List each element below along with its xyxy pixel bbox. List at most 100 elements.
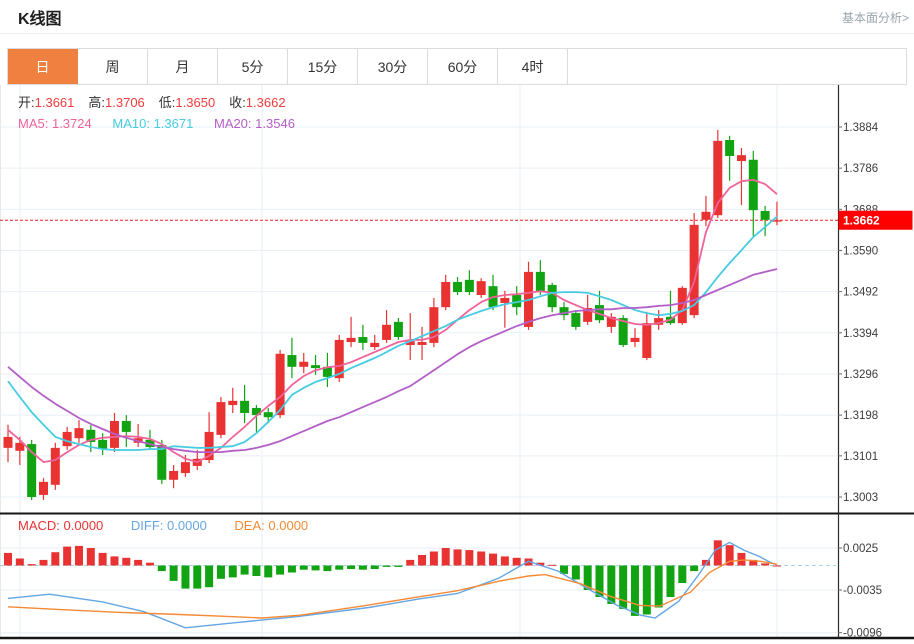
tab-week[interactable]: 周 (78, 49, 148, 84)
macd-bar (429, 551, 438, 566)
candle-body (121, 420, 131, 432)
low-label: 低: (158, 95, 176, 110)
dea-label-value: DEA: 0.0000 (234, 518, 309, 533)
candle-body (228, 400, 238, 406)
diff-label-value: DIFF: 0.0000 (130, 518, 207, 533)
macd-bar (287, 565, 296, 573)
candle-body (476, 281, 486, 295)
macd-bar (347, 565, 356, 569)
ma5-line (7, 178, 778, 464)
macd-bar (536, 562, 545, 566)
price-tick-label: 1.3590 (843, 245, 878, 257)
candle-body (441, 281, 451, 308)
ma5-label-value: MA5: 1.3724 (18, 116, 92, 131)
candle-body (74, 428, 84, 439)
dea-line (7, 559, 778, 619)
candle-body (240, 400, 250, 414)
macd-bar (690, 565, 699, 572)
candle-body (429, 307, 439, 343)
macd-bar (619, 565, 628, 609)
macd-bar (74, 545, 83, 566)
price-tick-label: 1.3003 (843, 492, 878, 504)
price-tick-label: 1.3198 (843, 410, 878, 422)
macd-bar (630, 565, 639, 616)
macd-bar (761, 563, 770, 566)
candle-body (760, 210, 770, 220)
title-divider (0, 33, 914, 34)
open-label: 开: (18, 95, 35, 110)
candle-body (417, 342, 427, 345)
candle-body (689, 224, 699, 316)
tab-month[interactable]: 月 (148, 49, 218, 84)
ma10-label-value: MA10: 1.3671 (112, 116, 194, 131)
macd-bar (134, 559, 143, 566)
macd-bar (595, 565, 604, 597)
candle-body (370, 342, 380, 348)
candle-body (180, 462, 190, 474)
price-tick-label: 1.3884 (843, 122, 879, 134)
macd-bar (181, 565, 190, 589)
candle-body (287, 355, 297, 367)
candle-body (50, 447, 60, 485)
macd-bar (548, 564, 557, 566)
candle-body (512, 294, 522, 308)
candle-body (311, 365, 321, 369)
tab-15min[interactable]: 15分 (288, 49, 358, 84)
price-axis: 1.38841.37861.36881.35901.34921.33941.32… (837, 85, 882, 640)
candle-body (98, 439, 108, 450)
ma20-label-value: MA20: 1.3546 (213, 116, 295, 131)
tab-4hour[interactable]: 4时 (498, 49, 568, 84)
candle-body (535, 271, 545, 293)
macd-bar (654, 565, 663, 608)
candle-body (464, 279, 474, 293)
candle-body (27, 444, 37, 498)
candle-body (251, 407, 261, 416)
candle-body (3, 436, 13, 448)
candle-body (38, 481, 48, 495)
tab-day[interactable]: 日 (8, 49, 78, 84)
low-value: 1.3650 (175, 95, 216, 110)
candle-body (642, 323, 652, 358)
period-tabbar: 日 周 月 5分 15分 30分 60分 4时 (7, 48, 907, 85)
candle-body (595, 305, 604, 321)
macd-tick-label: 0.0025 (843, 543, 878, 555)
fundamental-analysis-link[interactable]: 基本面分析> (841, 11, 909, 25)
open-value: 1.3661 (34, 95, 75, 110)
price-tick-label: 1.3786 (843, 163, 878, 175)
macd-bar (122, 557, 131, 566)
diff-line (7, 541, 778, 629)
macd-bar (145, 562, 154, 566)
price-tick-label: 1.3296 (843, 369, 878, 381)
macd-bar (4, 552, 12, 566)
macd-bar (560, 565, 569, 574)
candle-body (346, 337, 356, 343)
macd-bar (678, 565, 687, 583)
macd-bar (642, 565, 651, 615)
candle-body (583, 308, 593, 322)
candle-body (677, 287, 687, 324)
candle-body (654, 318, 664, 325)
macd-bar (276, 565, 285, 575)
last-price-badge: 1.3662 (838, 210, 913, 230)
candle-body (405, 341, 415, 345)
price-tick-label: 1.3394 (843, 328, 879, 340)
macd-bar (110, 556, 119, 566)
candle-body (393, 321, 403, 337)
high-value: 1.3706 (105, 95, 145, 110)
tab-60min[interactable]: 60分 (428, 49, 498, 84)
candle-body (216, 402, 226, 435)
candle-body (606, 316, 616, 327)
candle-body (263, 412, 273, 418)
ma-header: MA5: 1.3724 MA10: 1.3671 MA20: 1.3546 (18, 116, 295, 132)
macd-bar (27, 564, 36, 566)
kline-chart-canvas[interactable]: 1.38841.37861.36881.35901.34921.33941.32… (0, 85, 914, 644)
macd-bar (311, 565, 320, 571)
price-tick-label: 1.3101 (843, 451, 878, 463)
tabbar-filler (568, 49, 906, 84)
tab-5min[interactable]: 5分 (218, 49, 288, 84)
high-label: 高: (88, 95, 106, 110)
macd-bar (500, 556, 509, 566)
macd-bar (299, 565, 308, 570)
tab-30min[interactable]: 30分 (358, 49, 428, 84)
